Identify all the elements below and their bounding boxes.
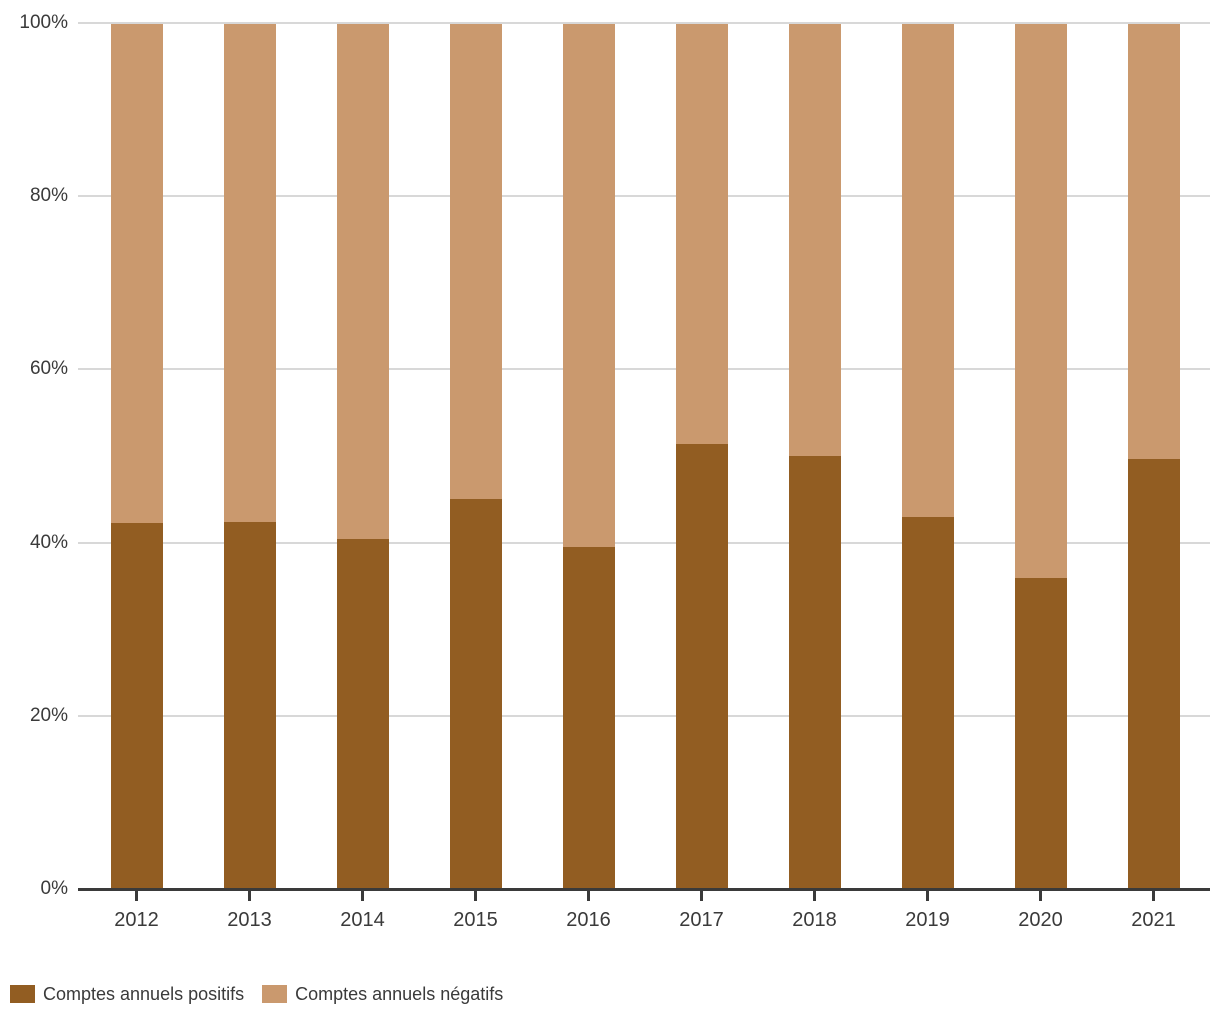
y-tick-label-100: 100%: [19, 12, 68, 33]
x-slot-2021: 2021: [1097, 891, 1210, 932]
bar-2017-segment-positifs: [675, 443, 728, 889]
x-tick-label-2015: 2015: [453, 909, 498, 931]
bars-row: [80, 24, 1210, 889]
x-tick-2013: [248, 891, 251, 901]
x-tick-label-2013: 2013: [227, 909, 272, 931]
gridline-60: [78, 368, 1210, 371]
x-slot-2012: 2012: [80, 891, 193, 932]
bar-2019: [901, 24, 954, 889]
bar-2013-segment-negatifs: [223, 24, 276, 523]
legend-item-negatifs: Comptes annuels négatifs: [262, 983, 503, 1005]
y-tick-label-20: 20%: [29, 704, 68, 726]
bar-2013: [223, 24, 276, 889]
bar-slot-2020: [984, 24, 1097, 889]
x-slot-2013: 2013: [193, 891, 306, 932]
bar-2021: [1127, 24, 1180, 889]
bar-2014-segment-negatifs: [336, 24, 389, 539]
bar-slot-2013: [193, 24, 306, 889]
bar-2013-segment-positifs: [223, 522, 276, 889]
x-tick-label-2019: 2019: [905, 909, 950, 931]
x-tick-label-2016: 2016: [566, 909, 611, 931]
bar-2019-segment-positifs: [901, 517, 954, 889]
x-tick-2021: [1152, 891, 1155, 901]
bar-2014: [336, 24, 389, 889]
bar-2012-segment-positifs: [110, 523, 163, 889]
bar-2020-segment-negatifs: [1014, 24, 1067, 579]
bar-slot-2019: [871, 24, 984, 889]
gridline-20: [78, 714, 1210, 717]
x-tick-label-2020: 2020: [1018, 909, 1063, 931]
bar-2021-segment-positifs: [1127, 459, 1180, 889]
y-tick-label-0: 0%: [40, 878, 68, 899]
plot-area: [78, 22, 1210, 889]
x-slot-2020: 2020: [984, 891, 1097, 932]
x-slot-2014: 2014: [306, 891, 419, 932]
bar-2016-segment-negatifs: [562, 24, 615, 548]
bar-2016-segment-positifs: [562, 547, 615, 889]
x-tick-2012: [135, 891, 138, 901]
legend-swatch-negatifs: [262, 985, 288, 1003]
legend-swatch-positifs: [10, 985, 35, 1003]
bar-2018: [788, 24, 841, 889]
x-tick-2014: [361, 891, 364, 901]
bar-slot-2018: [758, 24, 871, 889]
bar-slot-2014: [306, 24, 419, 889]
x-slot-2018: 2018: [758, 891, 871, 932]
bar-2018-segment-negatifs: [788, 24, 841, 456]
bar-2015-segment-positifs: [449, 498, 502, 889]
bar-2012-segment-negatifs: [110, 24, 163, 524]
bar-slot-2021: [1097, 24, 1210, 889]
x-tick-2020: [1039, 891, 1042, 901]
bar-2016: [562, 24, 615, 889]
bar-slot-2015: [419, 24, 532, 889]
bar-2021-segment-negatifs: [1127, 24, 1180, 460]
x-tick-label-2021: 2021: [1131, 909, 1176, 931]
x-tick-2019: [926, 891, 929, 901]
x-tick-2018: [813, 891, 816, 901]
x-tick-2015: [474, 891, 477, 901]
bar-2015-segment-negatifs: [449, 24, 502, 499]
y-tick-label-40: 40%: [29, 531, 68, 553]
x-tick-label-2018: 2018: [792, 909, 837, 931]
bar-2020: [1014, 24, 1067, 889]
legend-label-negatifs: Comptes annuels négatifs: [295, 984, 504, 1004]
x-tick-2016: [587, 891, 590, 901]
x-slot-2019: 2019: [871, 891, 984, 932]
x-axis-labels: 2012 2013 2014 2015 2016 2017 2018 2019 2020 2021: [80, 891, 1210, 932]
legend-item-positifs: Comptes annuels positifs: [10, 983, 244, 1005]
bar-slot-2016: [532, 24, 645, 889]
bar-slot-2012: [80, 24, 193, 889]
x-slot-2015: 2015: [419, 891, 532, 932]
bar-2018-segment-positifs: [788, 455, 841, 889]
x-tick-label-2014: 2014: [340, 909, 385, 931]
x-slot-2017: 2017: [645, 891, 758, 932]
y-tick-label-60: 60%: [29, 358, 68, 380]
x-tick-2017: [700, 891, 703, 901]
gridline-100: [78, 22, 1210, 24]
legend: Comptes annuels positifs Comptes annuels…: [10, 983, 503, 1005]
x-slot-2016: 2016: [532, 891, 645, 932]
bar-slot-2017: [645, 24, 758, 889]
legend-label-positifs: Comptes annuels positifs: [43, 984, 245, 1004]
x-tick-label-2017: 2017: [679, 909, 724, 931]
bar-2019-segment-negatifs: [901, 24, 954, 518]
bar-2015: [449, 24, 502, 889]
bar-2017: [675, 24, 728, 889]
x-tick-label-2012: 2012: [114, 909, 159, 931]
gridline-40: [78, 541, 1210, 544]
x-axis-line: [78, 888, 1210, 891]
bar-2020-segment-positifs: [1014, 578, 1067, 889]
bar-2012: [110, 24, 163, 889]
bar-2014-segment-positifs: [336, 538, 389, 889]
gridline-80: [78, 195, 1210, 198]
y-tick-label-80: 80%: [29, 185, 68, 207]
bar-2017-segment-negatifs: [675, 24, 728, 444]
